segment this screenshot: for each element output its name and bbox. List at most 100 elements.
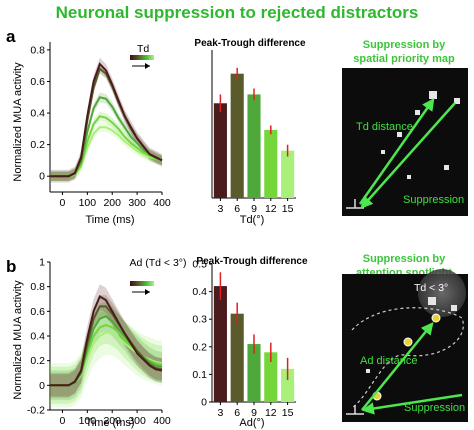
error-band	[50, 57, 162, 183]
series-line	[50, 62, 163, 178]
y-tick-label: 0	[39, 380, 45, 392]
y-tick-label: 0.8	[30, 281, 45, 293]
schematic-b-suppression-label: Suppression	[404, 402, 465, 414]
line-chart-b: Normalized MUA activity Time (ms) Ad (Td…	[12, 257, 187, 430]
x-tick-label: 400	[153, 415, 171, 427]
y-tick-label: 0.4	[30, 108, 45, 120]
line-a-legend-colorbar	[130, 55, 154, 60]
x-tick-label: 100	[79, 197, 97, 209]
y-tick-label: 0.1	[192, 369, 207, 381]
line-a-ylabel: Normalized MUA activity	[12, 62, 24, 182]
line-b-legend-colorbar	[130, 281, 154, 286]
x-tick-label: 300	[128, 415, 146, 427]
x-tick-label: 100	[79, 415, 97, 427]
schematic-a-distance-label: Td distance	[356, 121, 413, 133]
y-tick-label: 0.6	[30, 76, 45, 88]
bar-b-title: Peak-Trough difference	[196, 256, 308, 267]
error-band	[50, 295, 162, 397]
x-tick-label: 9	[251, 203, 257, 215]
schematic-b-heading-1: Suppression by	[363, 253, 446, 265]
bar	[247, 94, 261, 198]
line-b-xlabel: Time (ms)	[85, 417, 134, 429]
schematic-a-heading-1: Suppression by	[363, 39, 446, 51]
line-chart-a: Normalized MUA activity Time (ms) Td 0 0.…	[12, 42, 171, 226]
schematic-a-distance-arrow	[358, 97, 435, 205]
x-tick-label: 12	[265, 407, 277, 419]
schematic-a-distractor	[454, 98, 460, 104]
y-tick-label: 0.4	[192, 286, 207, 298]
line-b-ylabel: Normalized MUA activity	[12, 280, 24, 400]
y-tick-label: 0.2	[192, 341, 207, 353]
error-band	[50, 92, 162, 181]
x-tick-label: 400	[153, 197, 171, 209]
schematic-b-distance-label: Ad distance	[360, 355, 417, 367]
bar	[230, 313, 244, 402]
y-tick-label: 0	[201, 397, 207, 409]
bar	[264, 352, 278, 402]
bar	[247, 344, 261, 402]
schematic-a-distractor	[415, 110, 420, 115]
x-tick-label: 3	[217, 203, 223, 215]
line-b-legend-label: Ad (Td < 3°)	[129, 257, 186, 269]
line-a-legend-label: Td	[137, 43, 149, 55]
x-tick-label: 12	[265, 203, 277, 215]
schematic-b-attended-item	[431, 313, 441, 323]
bar-b-xlabel: Ad(°)	[239, 417, 264, 429]
series-line	[50, 96, 163, 178]
schematic-b-attended-item	[403, 337, 413, 347]
schematic-b-suppression-arrow	[361, 393, 463, 415]
bar	[281, 150, 295, 198]
y-tick-label: 0.3	[192, 314, 207, 326]
series-line	[50, 295, 163, 387]
y-tick-label: 1	[39, 257, 45, 269]
error-band	[50, 284, 162, 398]
x-tick-label: 3	[217, 407, 223, 419]
figure-title: Neuronal suppression to rejected distrac…	[56, 3, 419, 22]
bar-chart-a: Peak-Trough difference Td(°) 3 6 9 12 15	[194, 38, 306, 226]
schematic-b-distractor	[366, 369, 370, 373]
bar-a-title: Peak-Trough difference	[194, 38, 306, 49]
schematic-a-distractor	[381, 150, 385, 154]
x-tick-label: 6	[234, 407, 240, 419]
y-tick-label: 0.2	[30, 355, 45, 367]
x-tick-label: 200	[103, 197, 121, 209]
schematic-b-distractor	[428, 297, 436, 305]
schematic-a: Suppression by spatial priority map Td d…	[342, 39, 468, 216]
bar	[281, 368, 295, 402]
bar	[264, 129, 278, 198]
line-a-legend-arrowhead	[145, 63, 150, 69]
panel-letter-b: b	[6, 257, 16, 276]
bar-chart-b: Peak-Trough difference Ad(°) 0 0.1 0.2 0.3 0…	[192, 256, 308, 429]
bar	[213, 286, 227, 402]
y-tick-label: 0.8	[30, 44, 45, 56]
schematic-b-dashed-boundary	[351, 307, 464, 409]
error-band	[50, 310, 162, 408]
x-tick-label: 9	[251, 407, 257, 419]
x-tick-label: 15	[282, 407, 294, 419]
series-line	[50, 115, 163, 178]
schematic-b-distance-arrow	[361, 322, 434, 411]
y-tick-label: 0.6	[30, 306, 45, 318]
schematic-a-distractor	[429, 91, 437, 99]
line-b-legend-arrowhead	[145, 289, 150, 295]
schematic-b: Suppression by attention spotlight Td < …	[342, 253, 468, 422]
bar	[213, 103, 227, 198]
schematic-a-distractor	[397, 132, 402, 137]
y-tick-label: 0.2	[30, 139, 45, 151]
line-a-xlabel: Time (ms)	[85, 214, 134, 226]
panel-letter-a: a	[6, 27, 16, 46]
y-tick-label: 0.4	[30, 331, 45, 343]
schematic-a-suppression-arrow	[360, 102, 456, 209]
x-tick-label: 200	[103, 415, 121, 427]
y-tick-label: 0.5	[192, 259, 207, 271]
x-tick-label: 0	[60, 197, 66, 209]
schematic-b-distractor	[451, 305, 457, 311]
schematic-a-distractor	[407, 175, 411, 179]
schematic-b-fixation-cross	[346, 405, 364, 415]
schematic-a-heading-2: spatial priority map	[353, 53, 455, 65]
x-tick-label: 6	[234, 203, 240, 215]
bar	[230, 73, 244, 198]
x-tick-label: 300	[128, 197, 146, 209]
y-tick-label: -0.2	[27, 405, 45, 417]
